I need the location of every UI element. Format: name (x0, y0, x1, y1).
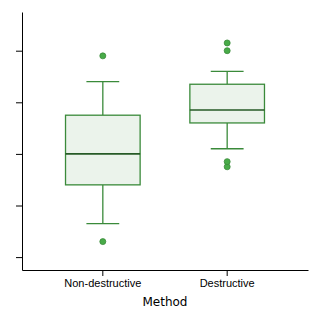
box-group (190, 40, 265, 170)
y-tick-mark (16, 51, 22, 52)
whisker (227, 71, 228, 84)
y-tick (16, 102, 22, 103)
x-tick: Non-destructive (64, 270, 141, 289)
y-axis-line (22, 13, 23, 271)
cap (211, 71, 244, 72)
y-tick-mark (16, 206, 22, 207)
chart: Non-destructive Destructive Method (0, 0, 320, 320)
y-tick-mark (16, 154, 22, 155)
cap (86, 223, 119, 224)
x-axis: Non-destructive Destructive (23, 270, 309, 289)
whisker (102, 82, 103, 116)
x-tick-mark (102, 270, 103, 276)
x-tick-mark (227, 270, 228, 276)
cap (86, 81, 119, 82)
y-tick (16, 154, 22, 155)
flier (100, 53, 106, 59)
flier (224, 40, 230, 46)
y-tick (16, 206, 22, 207)
y-tick-mark (16, 257, 22, 258)
flier (100, 239, 106, 245)
y-axis (16, 13, 23, 271)
x-tick: Destructive (200, 270, 255, 289)
x-axis-title: Method (142, 295, 187, 309)
cap (211, 148, 244, 149)
x-tick-label: Destructive (200, 277, 255, 289)
flier (224, 159, 230, 165)
x-tick-label: Non-destructive (64, 277, 141, 289)
whisker (227, 123, 228, 149)
box (66, 115, 141, 185)
box (190, 84, 265, 123)
whisker (102, 185, 103, 224)
flier (224, 48, 230, 54)
median (190, 109, 265, 111)
y-tick (16, 51, 22, 52)
median (66, 153, 141, 155)
y-tick (16, 257, 22, 258)
box-group (66, 53, 141, 245)
y-tick-mark (16, 102, 22, 103)
plot-area (66, 40, 265, 245)
x-axis-line (23, 270, 309, 271)
